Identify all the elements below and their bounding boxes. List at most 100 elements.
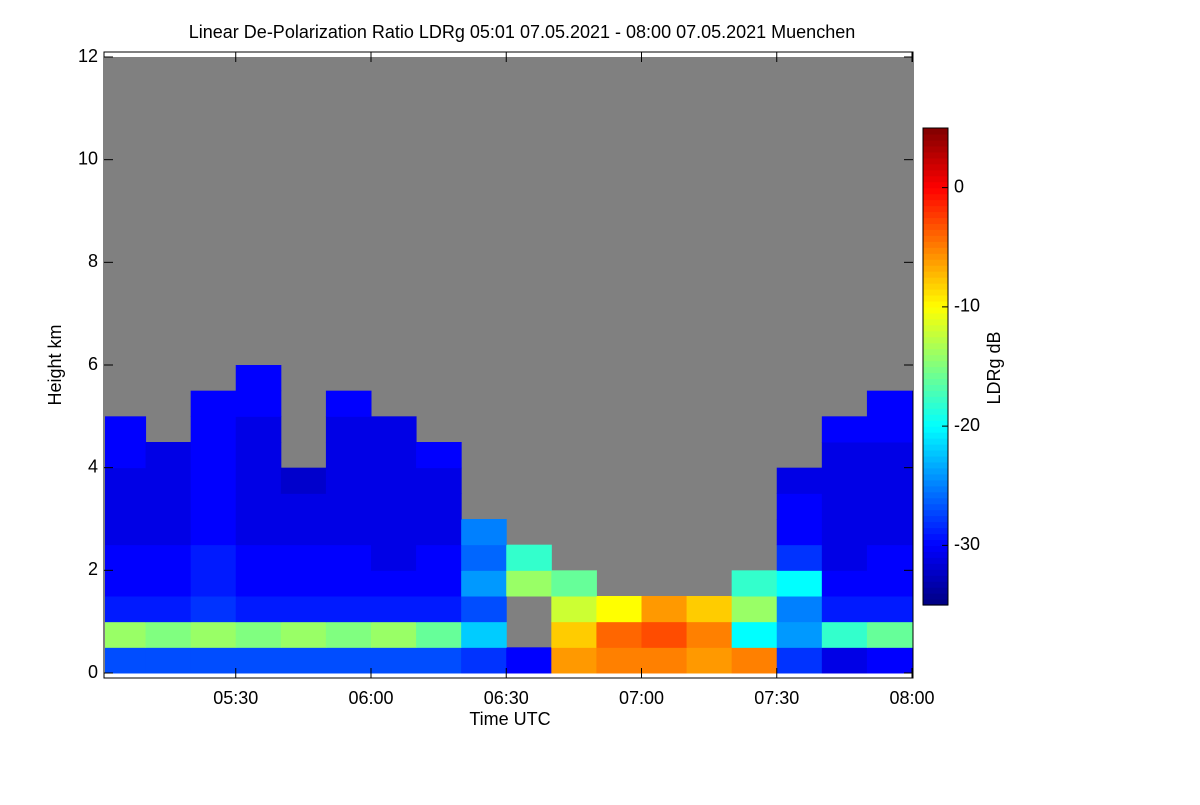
colorbar-segment: [923, 390, 948, 397]
heatmap-cell: [280, 596, 327, 623]
heatmap-cell: [235, 493, 282, 520]
heatmap-cell: [325, 544, 372, 571]
colorbar-segment: [923, 420, 948, 427]
heatmap-cell: [641, 647, 688, 674]
heatmap-cell: [190, 544, 237, 571]
heatmap-cell: [416, 442, 462, 469]
heatmap-cell: [370, 621, 417, 648]
y-tick-label: 4: [88, 456, 98, 476]
heatmap-cell: [866, 519, 913, 546]
heatmap-cell: [105, 570, 147, 597]
x-tick-label: 06:00: [348, 688, 393, 708]
colorbar-segment: [923, 241, 948, 248]
heatmap-cell: [866, 621, 913, 648]
heatmap-cell: [235, 621, 282, 648]
colorbar-segment: [923, 366, 948, 374]
colorbar-segment: [923, 271, 948, 278]
colorbar-segment: [923, 306, 948, 314]
heatmap-cell: [416, 596, 462, 623]
heatmap-cell: [596, 621, 642, 648]
heatmap-cell: [866, 647, 913, 674]
heatmap-cell: [280, 493, 327, 520]
colorbar-segment: [923, 288, 948, 296]
heatmap-cell: [776, 570, 823, 597]
colorbar-segment: [923, 128, 948, 135]
heatmap-cell: [821, 519, 868, 546]
heatmap-cell: [325, 647, 372, 674]
heatmap-cell: [551, 570, 597, 597]
colorbar-segment: [923, 408, 948, 415]
heatmap-cell: [325, 596, 372, 623]
heatmap-cell: [190, 467, 237, 494]
heatmap-cell: [596, 647, 642, 674]
colorbar-segment: [923, 581, 948, 588]
heatmap-cell: [370, 596, 417, 623]
colorbar-segment: [923, 599, 948, 606]
heatmap-cell: [461, 621, 507, 648]
heatmap-cell: [506, 647, 552, 674]
heatmap-cell: [866, 442, 913, 469]
heatmap-cell: [105, 519, 147, 546]
heatmap-cell: [370, 544, 417, 571]
heatmap-cell: [821, 544, 868, 571]
heatmap-cell: [235, 544, 282, 571]
heatmap-cell: [461, 596, 507, 623]
heatmap-cell: [821, 467, 868, 494]
colorbar-segment: [923, 432, 948, 439]
colorbar-segment: [923, 300, 948, 308]
heatmap-cell: [866, 416, 913, 443]
y-tick-label: 0: [88, 662, 98, 682]
colorbar-segment: [923, 324, 948, 332]
heatmap-cell: [641, 621, 688, 648]
y-tick-label: 8: [88, 251, 98, 271]
heatmap-cell: [325, 519, 372, 546]
heatmap-cell: [105, 467, 147, 494]
colorbar-segment: [923, 593, 948, 600]
colorbar-segment: [923, 503, 948, 511]
x-tick-label: 07:30: [754, 688, 799, 708]
heatmap-cell: [325, 416, 372, 443]
heatmap-cell: [731, 570, 778, 597]
heatmap-cell: [461, 647, 507, 674]
heatmap-cell: [145, 544, 192, 571]
heatmap-cell: [416, 467, 462, 494]
colorbar-segment: [923, 229, 948, 236]
heatmap-cell: [776, 519, 823, 546]
colorbar-segment: [923, 205, 948, 213]
heatmap-cell: [506, 544, 552, 571]
colorbar-segment: [923, 551, 948, 558]
colorbar-segment: [923, 211, 948, 219]
colorbar-segment: [923, 539, 948, 546]
heatmap-cell: [776, 647, 823, 674]
heatmap-cell: [190, 519, 237, 546]
heatmap-cell: [821, 442, 868, 469]
heatmap-cell: [190, 416, 237, 443]
heatmap-cell: [190, 570, 237, 597]
heatmap-cell: [551, 621, 597, 648]
heatmap-cell: [686, 647, 733, 674]
heatmap-cell: [821, 596, 868, 623]
colorbar-segment: [923, 223, 948, 230]
heatmap-cell: [686, 596, 733, 623]
heatmap-cell: [145, 519, 192, 546]
colorbar-segment: [923, 473, 948, 481]
colorbar-segment: [923, 497, 948, 505]
colorbar-frame: [922, 127, 949, 606]
colorbar-tick-label: -20: [954, 415, 980, 435]
heatmap-cell: [235, 442, 282, 469]
heatmap-cell: [145, 596, 192, 623]
colorbar-segment: [923, 312, 948, 320]
heatmap-cell: [235, 365, 282, 392]
heatmap-cell: [506, 570, 552, 597]
colorbar-tick-label: -30: [954, 534, 980, 554]
colorbar-segment: [923, 318, 948, 326]
heatmap-cell: [190, 442, 237, 469]
y-tick-label: 2: [88, 559, 98, 579]
colorbar-segment: [923, 521, 948, 529]
colorbar-segment: [923, 151, 948, 159]
colorbar-segment: [923, 283, 948, 290]
heatmap-cell: [866, 390, 913, 417]
colorbar-segment: [923, 157, 948, 165]
heatmap-cell: [821, 647, 868, 674]
